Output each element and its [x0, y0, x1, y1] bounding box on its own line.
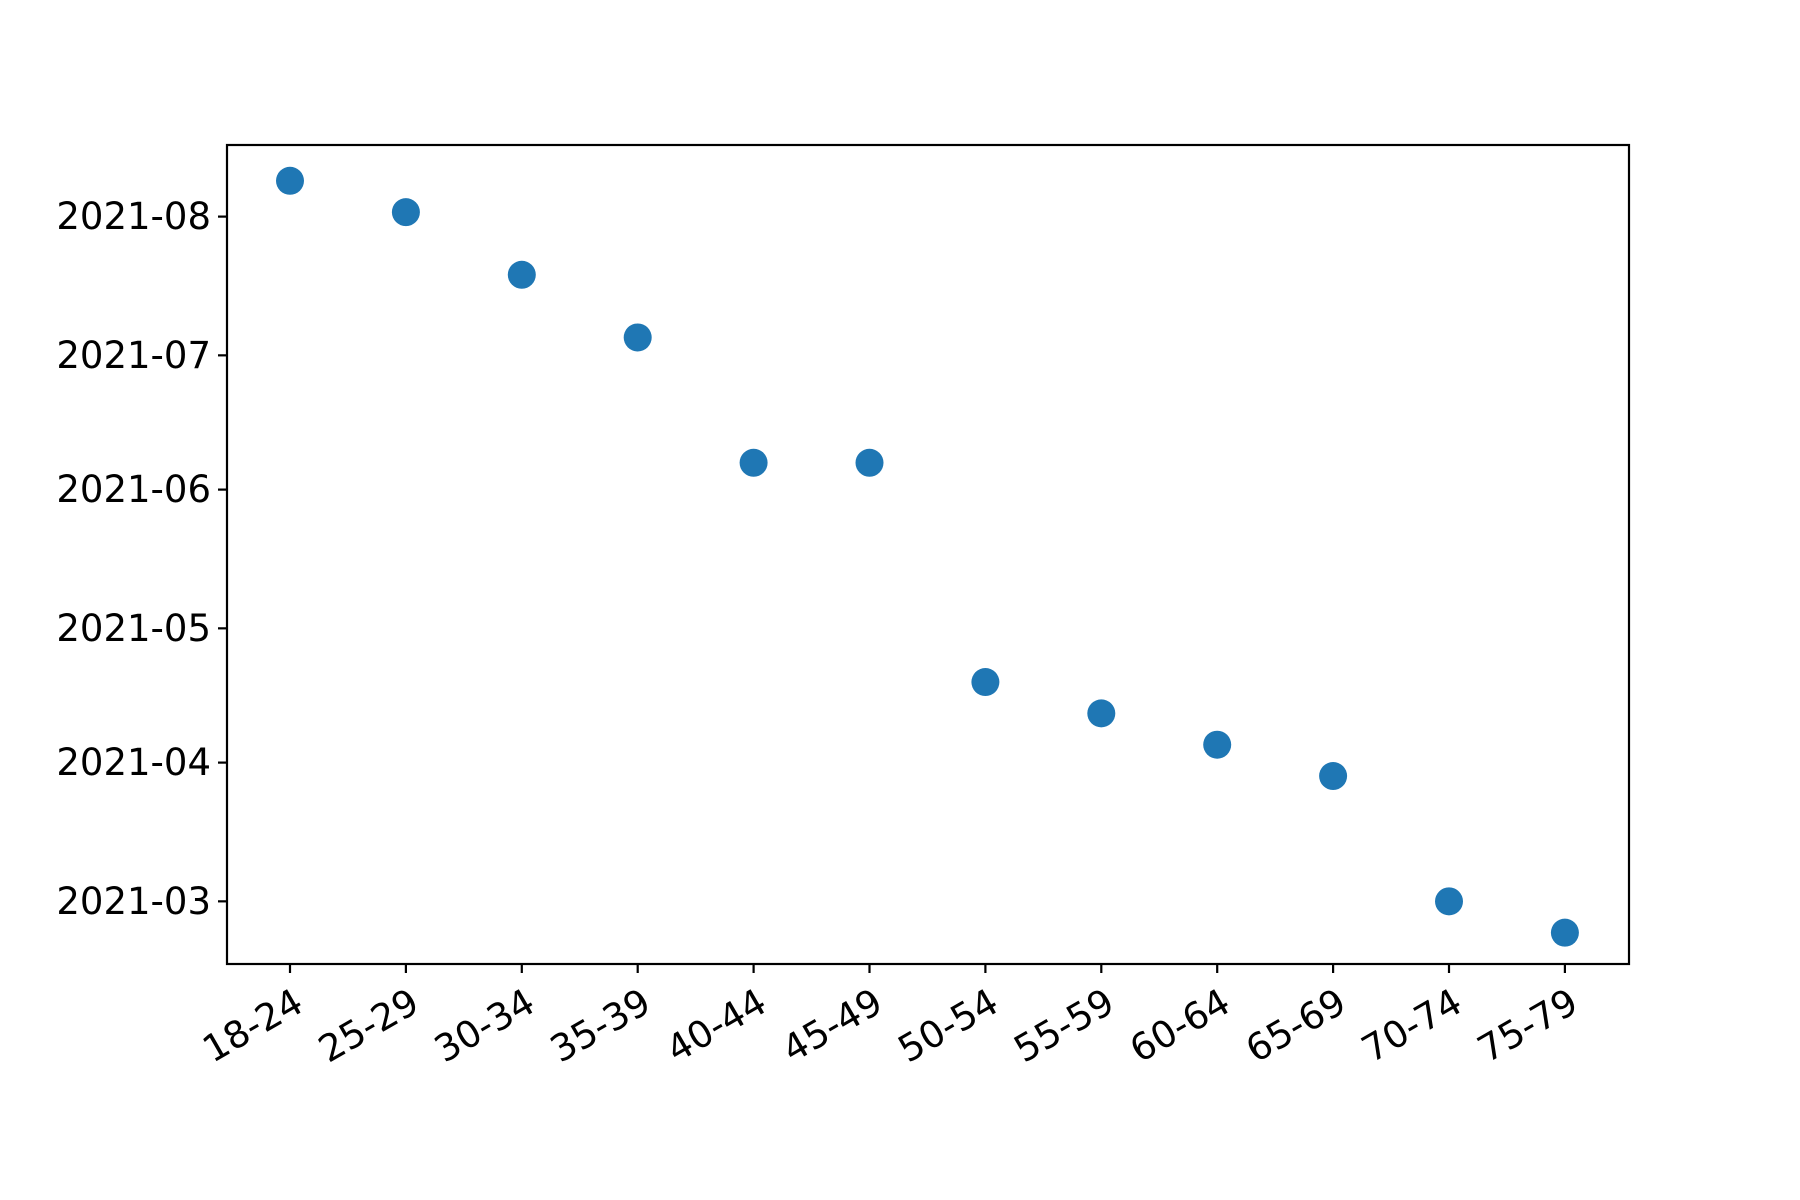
- x-tick-label: 65-69: [1239, 980, 1354, 1071]
- plot-frame: [225, 143, 1631, 966]
- y-tick-label: 2021-08: [56, 195, 211, 238]
- x-tick-label: 55-59: [1007, 980, 1122, 1071]
- x-tick-label: 40-44: [659, 980, 774, 1071]
- x-tick-label: 30-34: [427, 980, 542, 1071]
- data-point: [1087, 699, 1116, 728]
- x-tick-label: 45-49: [775, 980, 890, 1071]
- y-tick-label: 2021-06: [56, 468, 211, 511]
- data-point: [1550, 918, 1579, 947]
- x-tick-label: 35-39: [543, 980, 658, 1071]
- x-tick-label: 18-24: [195, 980, 310, 1071]
- x-tick-label: 70-74: [1354, 980, 1469, 1071]
- x-tick-label: 75-79: [1470, 980, 1585, 1071]
- data-point: [391, 198, 420, 227]
- data-point: [623, 323, 652, 352]
- y-tick-label: 2021-05: [56, 607, 211, 650]
- y-tick-label: 2021-03: [56, 880, 211, 923]
- data-point: [855, 448, 884, 477]
- plot-area: 2021-03 2021-04 2021-05 2021-06 2021-07 2021-…: [56, 143, 1631, 1071]
- x-tick-label: 25-29: [311, 980, 426, 1071]
- data-point: [1319, 762, 1348, 791]
- data-point: [507, 260, 536, 289]
- data-point: [276, 166, 304, 195]
- data-point: [971, 668, 1000, 697]
- data-point: [1435, 887, 1463, 916]
- y-tick-label: 2021-07: [56, 334, 211, 377]
- x-tick-label: 50-54: [891, 980, 1006, 1071]
- y-tick-label: 2021-04: [56, 741, 211, 784]
- x-tick-label: 60-64: [1123, 980, 1238, 1071]
- data-point: [739, 448, 768, 477]
- data-point: [1203, 730, 1232, 759]
